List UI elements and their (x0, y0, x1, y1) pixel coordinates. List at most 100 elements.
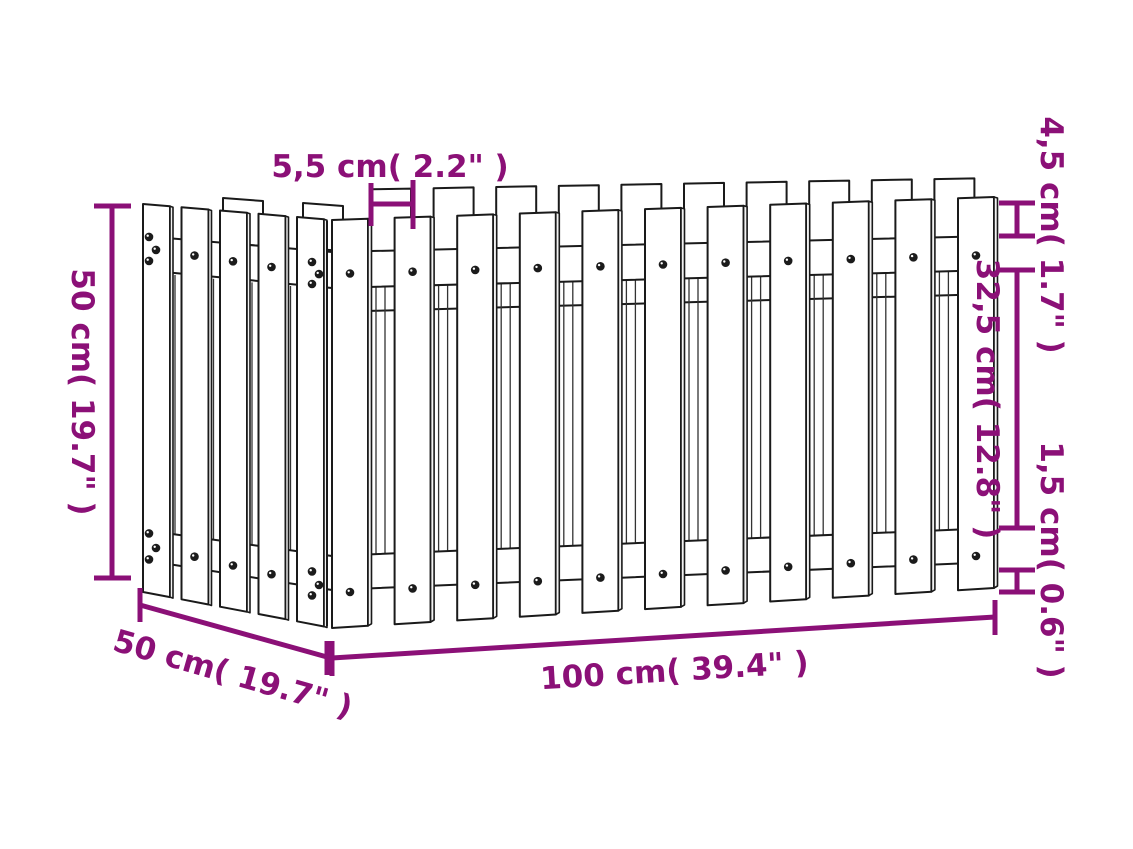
screw (470, 265, 480, 275)
front-picket-edge (867, 200, 874, 597)
side-picket (219, 209, 248, 613)
screw-highlight (597, 575, 601, 578)
front-picket-edge (742, 204, 748, 604)
back-wall-inner-edges (174, 271, 950, 555)
screw-highlight (973, 253, 976, 256)
screw (345, 587, 355, 597)
screw (267, 262, 276, 272)
front-picket-edge (429, 215, 435, 623)
screw (307, 591, 317, 600)
front-picket (393, 215, 432, 626)
screw (658, 569, 668, 579)
screw-highlight (153, 247, 156, 250)
screw (846, 254, 856, 264)
screw-highlight (410, 269, 413, 272)
dim-label-length: 100 cm( 39.4" ) (539, 645, 809, 697)
screw-highlight (848, 560, 851, 564)
front-picket (456, 213, 495, 622)
screw (408, 584, 417, 593)
screw-highlight (910, 557, 914, 560)
screw (228, 257, 238, 266)
side-picket (257, 212, 287, 621)
screw (596, 262, 605, 271)
side-picket-edge (246, 212, 251, 614)
left-side-pickets (142, 203, 328, 629)
screw-highlight (146, 531, 149, 534)
screw (307, 257, 317, 267)
screw (596, 573, 605, 582)
screw-highlight (316, 582, 319, 585)
dim-picket-width: 5,5 cm( 2.2" ) (271, 149, 509, 229)
front-picket-edge (930, 198, 936, 593)
screw-highlight (597, 263, 601, 267)
front-picket-edge (617, 209, 623, 612)
screw-highlight (230, 563, 233, 566)
screw (971, 251, 981, 260)
side-picket (296, 216, 325, 628)
screw (144, 232, 154, 242)
dim-bottom-gap: 1,5 cm( 0.6" ) (999, 441, 1069, 679)
front-picket (518, 211, 557, 618)
screw-highlight (316, 271, 319, 275)
screw (267, 569, 276, 579)
dim-rail-gap: 32,5 cm( 12.8" ) (969, 259, 1035, 540)
screw (314, 580, 324, 590)
screw (909, 555, 918, 564)
screw (470, 580, 480, 590)
screw (307, 567, 317, 576)
screw (658, 260, 668, 269)
screw-highlight (146, 258, 149, 261)
screw (721, 258, 730, 268)
dim-line (331, 614, 996, 661)
screw (144, 555, 154, 564)
side-picket-edge (284, 215, 290, 621)
screw-highlight (910, 254, 914, 258)
front-picket-edge (367, 217, 373, 627)
screw (144, 256, 154, 266)
screw-highlight (785, 258, 789, 261)
screw-highlight (146, 234, 149, 237)
planter-drawing (142, 177, 999, 629)
screw-highlight (146, 557, 149, 560)
screw-highlight (535, 578, 538, 582)
screw-highlight (309, 259, 312, 262)
front-picket-edge (993, 196, 999, 589)
screw (533, 576, 543, 586)
screw-highlight (848, 256, 851, 260)
screw (307, 279, 317, 289)
screw-highlight (472, 267, 476, 270)
screw (408, 267, 417, 277)
screw-highlight (660, 262, 663, 265)
screw-highlight (785, 564, 789, 567)
screw (190, 251, 199, 260)
front-picket-edge (805, 202, 811, 601)
screw (151, 543, 161, 553)
screw-highlight (309, 281, 312, 284)
screw (190, 552, 199, 561)
screw-highlight (535, 265, 538, 269)
screw-highlight (309, 593, 312, 596)
screw-highlight (973, 553, 976, 556)
screw-highlight (269, 571, 272, 575)
dim-label-top-gap: 4,5 cm( 1.7" ) (1033, 116, 1069, 353)
screw-highlight (269, 264, 272, 267)
screw (144, 529, 154, 538)
dim-label-picket-width: 5,5 cm( 2.2" ) (271, 149, 508, 185)
front-picket-edge (492, 213, 498, 620)
side-picket-edge (169, 205, 174, 599)
screw (971, 551, 981, 561)
dim-label-height: 50 cm( 19.7" ) (64, 268, 100, 515)
screws (144, 232, 981, 600)
screw (151, 245, 161, 255)
screw (314, 269, 324, 279)
screw-highlight (347, 589, 350, 592)
screw (909, 252, 918, 262)
front-picket-edge (680, 207, 686, 608)
dim-line (139, 602, 328, 660)
dim-label-rail-gap: 32,5 cm( 12.8" ) (969, 259, 1005, 540)
dim-top-gap: 4,5 cm( 1.7" ) (999, 116, 1069, 354)
screw-highlight (309, 569, 312, 572)
dim-label-bottom-gap: 1,5 cm( 0.6" ) (1033, 441, 1069, 678)
